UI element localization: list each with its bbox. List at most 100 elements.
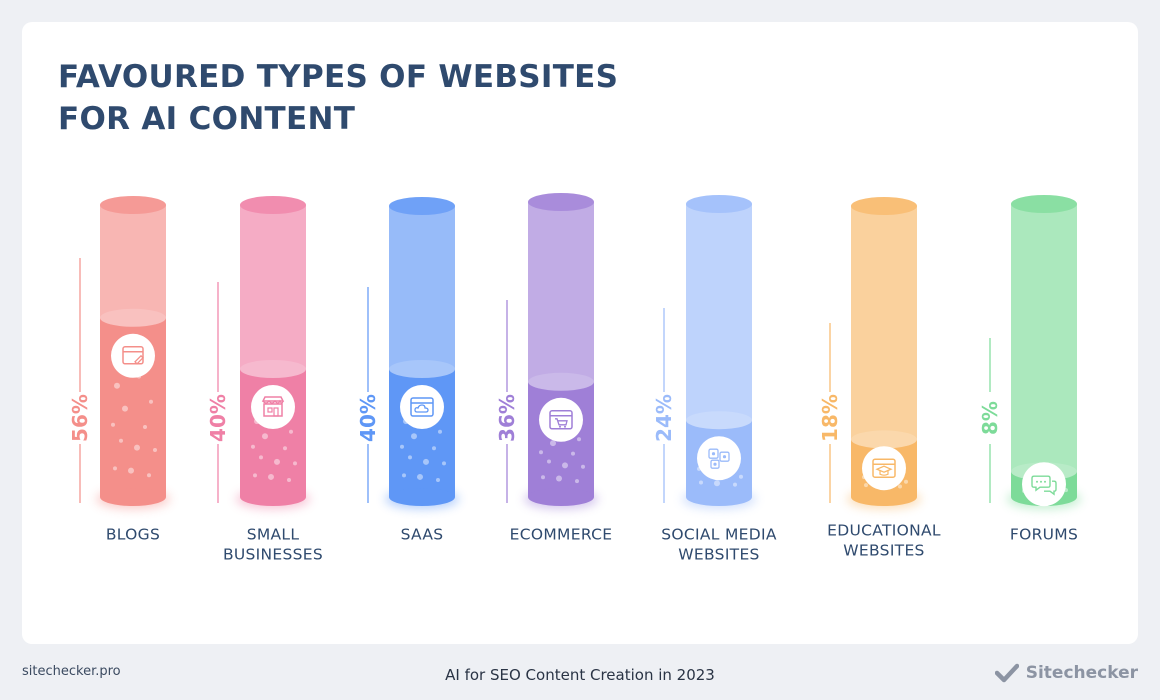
data-label: 40% <box>206 394 230 442</box>
data-label-backing <box>495 392 519 444</box>
bar-group: 8% FORUMS <box>978 195 1081 544</box>
bar-track <box>100 205 166 318</box>
chart-title: FAVOURED TYPES OF WEBSITES FOR AI CONTEN… <box>58 56 618 140</box>
icon-badge <box>1022 462 1066 507</box>
data-label-backing <box>206 392 230 444</box>
bar-track <box>240 205 306 369</box>
category-label: EDUCATIONAL <box>827 522 941 540</box>
bubble <box>417 473 423 480</box>
data-label: 24% <box>652 394 676 442</box>
bar-group: 18% EDUCATIONAL WEBSITES <box>818 197 941 560</box>
bubble <box>274 458 280 465</box>
bubble <box>581 464 585 469</box>
data-label-backing <box>356 392 380 444</box>
data-label: 40% <box>356 394 380 442</box>
icon-badge <box>111 333 155 378</box>
bar-top <box>240 360 306 378</box>
bubble <box>253 473 257 478</box>
bubble <box>147 473 151 478</box>
bubble <box>408 455 412 460</box>
bubble <box>259 455 263 460</box>
bar-track-top <box>686 195 752 213</box>
bubble <box>442 461 446 466</box>
bar-group: 40% SMALL BUSINESSES <box>206 196 323 564</box>
bubble <box>556 475 562 482</box>
category-label: BUSINESSES <box>223 546 323 564</box>
bubble <box>287 477 291 482</box>
icon-badge <box>251 385 295 429</box>
bar-track-top <box>240 196 306 214</box>
bar-base <box>686 488 752 506</box>
bubble <box>134 444 140 451</box>
chart-title-line-1: FAVOURED TYPES OF WEBSITES <box>58 59 619 95</box>
footer-caption: AI for SEO Content Creation in 2023 <box>445 666 715 684</box>
bar-base <box>389 488 455 506</box>
bar-group: 40% SAAS <box>356 197 459 544</box>
cloud-window-icon <box>410 397 434 417</box>
footer-site-url[interactable]: sitechecker.pro <box>22 664 121 679</box>
bubble <box>539 450 543 455</box>
data-label-backing <box>68 392 92 444</box>
bubble <box>111 422 115 427</box>
checkmark-logo-icon <box>994 663 1019 683</box>
data-label-backing <box>652 392 676 444</box>
bubble <box>262 433 268 440</box>
data-label: 8% <box>978 401 1002 435</box>
bubble <box>283 446 287 451</box>
bubble <box>571 451 575 456</box>
category-label: SAAS <box>401 526 444 544</box>
bar-track <box>1011 204 1077 472</box>
bubble <box>411 433 417 440</box>
icon-badge <box>400 385 444 429</box>
bar-top <box>389 360 455 378</box>
bar-group: 56% BLOGS <box>68 196 170 544</box>
bubble <box>149 399 153 404</box>
bubble <box>438 429 442 434</box>
bubble <box>289 429 293 434</box>
bubble <box>699 480 703 485</box>
bar-track-top <box>100 196 166 214</box>
data-label-backing <box>818 392 842 444</box>
category-label: ECOMMERCE <box>510 526 613 544</box>
data-label: 18% <box>818 394 842 442</box>
chart-title-line-2: FOR AI CONTENT <box>58 101 356 137</box>
category-label: FORUMS <box>1010 526 1078 544</box>
bar-base <box>100 488 166 506</box>
bar-base <box>528 488 594 506</box>
bar-track-top <box>851 197 917 215</box>
bar-track-top <box>1011 195 1077 213</box>
bar-track <box>528 202 594 382</box>
bar-group: 24% SOCIAL MEDIA WEBSITES <box>652 195 777 564</box>
bubble <box>733 482 737 487</box>
category-label: SOCIAL MEDIA <box>661 526 777 544</box>
bar-base <box>240 488 306 506</box>
icon-badge <box>697 436 741 481</box>
data-label: 56% <box>68 394 92 442</box>
bar-track <box>851 206 917 440</box>
bar-top <box>100 308 166 327</box>
bubble <box>739 474 743 479</box>
icon-badge <box>862 446 906 491</box>
bubble <box>547 459 551 464</box>
graduation-cap-icon <box>872 458 896 478</box>
bubble <box>114 382 120 389</box>
chat-bubbles-icon <box>1031 475 1057 496</box>
bubble <box>128 467 134 474</box>
bar-top <box>528 372 594 391</box>
data-label-backing <box>978 392 1002 444</box>
bubble <box>541 475 545 480</box>
data-label: 36% <box>495 394 519 442</box>
icon-badge <box>539 397 583 442</box>
bar-top <box>686 411 752 430</box>
bar-group: 36% ECOMMERCE <box>495 193 612 544</box>
category-label: WEBSITES <box>843 542 924 560</box>
bubble <box>714 480 720 487</box>
bubble <box>562 462 568 469</box>
bubble <box>423 458 429 465</box>
bubble <box>268 473 274 480</box>
browser-edit-icon <box>122 346 144 365</box>
category-label: BLOGS <box>106 526 160 544</box>
cart-window-icon <box>549 410 573 430</box>
footer-brand: Sitechecker <box>994 662 1138 684</box>
bubble <box>432 446 436 451</box>
